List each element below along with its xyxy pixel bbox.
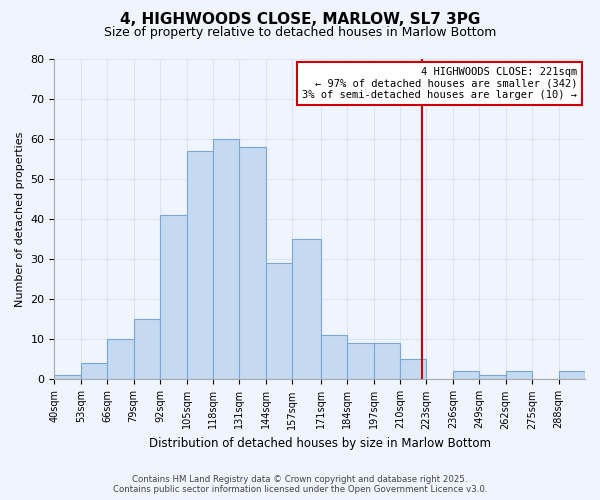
Bar (266, 264, 292, 380)
X-axis label: Distribution of detached houses by size in Marlow Bottom: Distribution of detached houses by size … (149, 437, 491, 450)
Text: Size of property relative to detached houses in Marlow Bottom: Size of property relative to detached ho… (104, 26, 496, 39)
Text: 4 HIGHWOODS CLOSE: 221sqm
← 97% of detached houses are smaller (342)
3% of semi-: 4 HIGHWOODS CLOSE: 221sqm ← 97% of detac… (302, 67, 577, 100)
Bar (107, 340, 134, 380)
Bar (347, 344, 374, 380)
Bar (213, 139, 239, 380)
Bar (559, 372, 585, 380)
Bar (239, 147, 266, 380)
Y-axis label: Number of detached properties: Number of detached properties (15, 132, 25, 307)
Bar (506, 372, 532, 380)
Text: 4, HIGHWOODS CLOSE, MARLOW, SL7 3PG: 4, HIGHWOODS CLOSE, MARLOW, SL7 3PG (120, 12, 480, 28)
Bar (160, 215, 187, 380)
Bar (479, 376, 506, 380)
Text: Contains HM Land Registry data © Crown copyright and database right 2025.
Contai: Contains HM Land Registry data © Crown c… (113, 474, 487, 494)
Bar (134, 320, 160, 380)
Bar (400, 360, 427, 380)
Bar (453, 372, 479, 380)
Bar (374, 344, 400, 380)
Bar (187, 151, 213, 380)
Bar (292, 239, 321, 380)
Bar (55, 376, 81, 380)
Bar (81, 364, 107, 380)
Bar (321, 336, 347, 380)
